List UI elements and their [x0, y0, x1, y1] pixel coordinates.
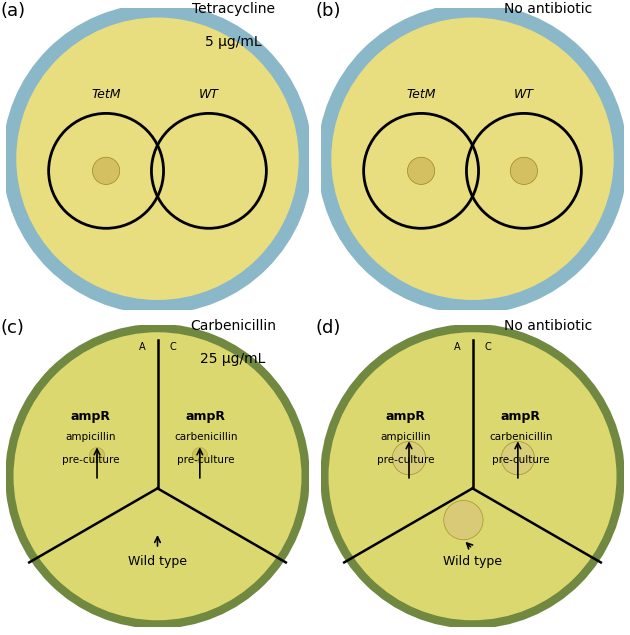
- Text: Tetracycline: Tetracycline: [192, 1, 275, 15]
- Text: pre-culture: pre-culture: [177, 455, 234, 465]
- Text: A: A: [454, 342, 461, 352]
- Text: C: C: [484, 342, 491, 352]
- Text: (b): (b): [315, 1, 341, 20]
- Text: ampicillin: ampicillin: [66, 432, 116, 443]
- Text: WT: WT: [514, 88, 534, 102]
- Text: Carbenicillin: Carbenicillin: [190, 319, 276, 333]
- Circle shape: [89, 448, 105, 463]
- Text: C: C: [169, 342, 176, 352]
- Circle shape: [324, 328, 621, 624]
- Text: TetM: TetM: [406, 88, 436, 102]
- Text: Wild type: Wild type: [128, 555, 187, 568]
- Text: carbenicillin: carbenicillin: [489, 432, 553, 443]
- Circle shape: [192, 448, 207, 463]
- Text: A: A: [139, 342, 146, 352]
- Text: ampR: ampR: [71, 410, 111, 423]
- Text: ampicillin: ampicillin: [381, 432, 431, 443]
- Circle shape: [324, 11, 621, 307]
- Text: (a): (a): [0, 1, 25, 20]
- Text: ampR: ampR: [501, 410, 541, 423]
- Circle shape: [9, 328, 306, 624]
- Circle shape: [93, 157, 120, 184]
- Text: 25 μg/mL: 25 μg/mL: [200, 352, 266, 366]
- Text: carbenicillin: carbenicillin: [174, 432, 238, 443]
- Circle shape: [510, 157, 537, 184]
- Text: TetM: TetM: [91, 88, 121, 102]
- Text: pre-culture: pre-culture: [377, 455, 435, 465]
- Text: pre-culture: pre-culture: [62, 455, 120, 465]
- Text: (d): (d): [315, 319, 341, 337]
- Text: pre-culture: pre-culture: [492, 455, 549, 465]
- Text: 5 μg/mL: 5 μg/mL: [205, 35, 261, 49]
- Text: ampR: ampR: [186, 410, 226, 423]
- Text: No antibiotic: No antibiotic: [504, 319, 592, 333]
- Circle shape: [392, 441, 426, 475]
- Circle shape: [501, 441, 534, 475]
- Circle shape: [9, 11, 306, 307]
- Text: Wild type: Wild type: [443, 555, 502, 568]
- Text: No antibiotic: No antibiotic: [504, 1, 592, 15]
- Text: WT: WT: [199, 88, 219, 102]
- Text: ampR: ampR: [386, 410, 426, 423]
- Text: (c): (c): [0, 319, 24, 337]
- Circle shape: [444, 500, 483, 540]
- Circle shape: [408, 157, 435, 184]
